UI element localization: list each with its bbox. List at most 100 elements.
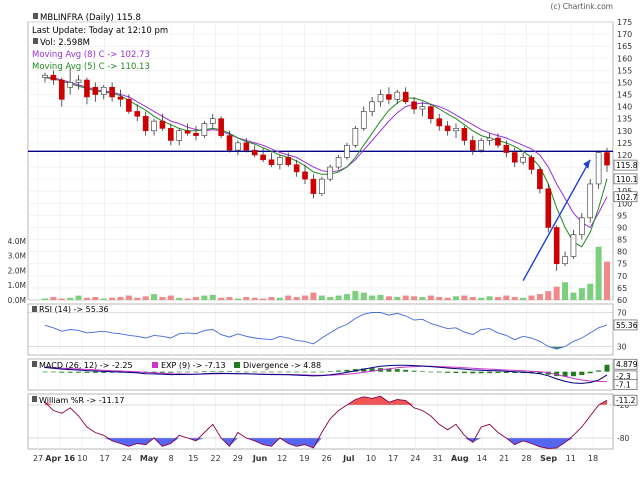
price-tick-label: 125 xyxy=(617,139,632,148)
volume-bar xyxy=(461,295,468,300)
candle-body xyxy=(117,96,124,100)
candle-body xyxy=(327,166,333,180)
x-tick-label: 10 xyxy=(77,454,87,463)
divergence-bar xyxy=(369,368,375,372)
x-tick-label: 27 xyxy=(33,454,43,463)
divergence-bar xyxy=(487,371,493,374)
volume-tick-label: 2.0M xyxy=(8,266,26,275)
candle-body xyxy=(277,157,283,165)
volume-bar xyxy=(100,298,107,300)
candle-body xyxy=(604,152,610,166)
x-tick-label: 11 xyxy=(566,454,576,463)
divergence-bar xyxy=(537,371,543,374)
candle-body xyxy=(42,74,48,78)
divergence-bar xyxy=(403,369,409,372)
divergence-bar xyxy=(554,371,560,377)
divergence-bar xyxy=(445,371,451,373)
candle-body xyxy=(67,82,73,88)
volume-bar xyxy=(327,297,334,300)
divergence-bar xyxy=(344,369,350,372)
candle-body xyxy=(503,144,510,153)
candle-body xyxy=(495,137,501,146)
divergence-bar xyxy=(327,371,333,372)
divergence-bar xyxy=(260,371,266,373)
candle-body xyxy=(235,142,241,151)
ma5-line xyxy=(44,77,608,248)
rsi-tick-label: 30 xyxy=(617,343,627,352)
candle-body xyxy=(562,256,568,265)
price-tick-label: 120 xyxy=(617,151,632,160)
divergence-bar xyxy=(319,371,325,373)
divergence-bar xyxy=(310,371,316,373)
divergence-bar xyxy=(277,371,283,373)
price-badge-box xyxy=(613,159,638,171)
divergence-bar xyxy=(176,371,182,373)
candle-body xyxy=(344,144,350,158)
volume-bar xyxy=(310,292,317,300)
x-tick-label: 17 xyxy=(388,454,398,463)
candle-body xyxy=(486,137,493,141)
price-tick-label: 175 xyxy=(617,18,632,27)
divergence-bar xyxy=(76,371,82,373)
candle-body xyxy=(428,106,434,119)
price-tick-label: 80 xyxy=(617,248,627,257)
candle-body xyxy=(461,128,468,141)
divergence-bar xyxy=(562,371,568,377)
divergence-bar xyxy=(185,371,191,373)
divergence-bar xyxy=(587,371,593,374)
volume-bar xyxy=(486,296,493,300)
williams-badge-box xyxy=(613,394,638,406)
volume-bar xyxy=(411,296,418,300)
price-tick-label: 150 xyxy=(617,78,632,87)
candle-body xyxy=(469,140,476,151)
x-tick-label: 21 xyxy=(499,454,509,463)
candle-body xyxy=(176,130,183,141)
divergence-bar xyxy=(470,371,476,374)
volume-bar xyxy=(562,282,569,300)
price-tick-label: 160 xyxy=(617,54,632,63)
candle-body xyxy=(453,128,459,132)
volume-bar xyxy=(151,294,158,300)
divergence-bar xyxy=(411,370,417,372)
volume-bar xyxy=(318,295,325,300)
candle-body xyxy=(319,178,325,194)
volume-bar xyxy=(570,292,577,300)
x-tick-label: 24 xyxy=(122,454,132,463)
symbol-title: MBLINFRA (Daily) 115.8 xyxy=(40,13,141,23)
volume-bar xyxy=(234,298,241,300)
price-tick-label: 60 xyxy=(617,296,627,305)
williams-badge: -11.2 xyxy=(616,396,636,405)
x-tick-label: 8 xyxy=(169,454,174,463)
price-badge: 110.1 xyxy=(616,175,638,184)
x-tick-label: 22 xyxy=(211,454,221,463)
volume-bar xyxy=(109,297,116,300)
candle-body xyxy=(92,86,99,95)
volume-bar xyxy=(268,297,275,300)
candle-body xyxy=(360,111,367,129)
price-tick-label: 90 xyxy=(617,223,627,232)
price-y-axis: 1751701651601551501451401351301251201151… xyxy=(617,18,632,305)
macd-panel xyxy=(27,358,614,391)
divergence-bar xyxy=(42,371,48,373)
divergence-bar xyxy=(159,371,165,373)
rsi-panel xyxy=(27,303,614,356)
volume-bar xyxy=(226,297,233,300)
divergence-bar xyxy=(361,368,367,372)
divergence-bar xyxy=(243,371,249,373)
volume-bar xyxy=(360,292,367,300)
volume-bar xyxy=(243,297,250,300)
volume-bar xyxy=(176,297,183,300)
volume-bar xyxy=(587,283,594,300)
trend-arrow xyxy=(522,159,591,282)
x-tick-label: 18 xyxy=(588,454,598,463)
divergence-bar xyxy=(394,369,400,372)
x-tick-label: 19 xyxy=(299,454,309,463)
candle-body xyxy=(184,130,191,134)
williams-title: William %R -> -11.17 xyxy=(39,396,125,405)
volume-bar xyxy=(117,297,124,300)
volume-bar xyxy=(302,295,309,300)
macd-badge: 4.879 xyxy=(616,360,638,369)
volume-bar xyxy=(209,294,216,300)
candle-body xyxy=(394,91,401,100)
